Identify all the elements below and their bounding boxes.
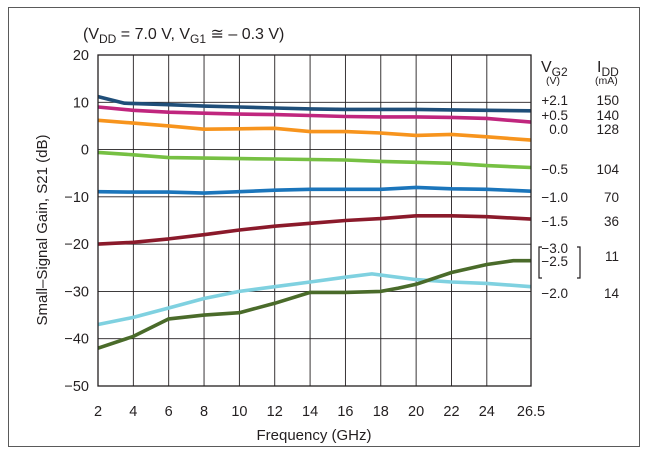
legend-vg2-value: 0.0: [549, 122, 568, 137]
legend-vg2-value: −0.5: [541, 162, 568, 177]
x-axis-label: Frequency (GHz): [256, 427, 371, 444]
x-tick-label: 10: [231, 404, 247, 420]
plot-border: [97, 54, 532, 387]
y-tick-label: −10: [64, 190, 89, 206]
cond-vdd-sub: DD: [99, 32, 117, 46]
legend-vg2-value: −2.0: [541, 286, 568, 301]
x-tick-label: 26.5: [517, 404, 545, 420]
y-tick-label: −40: [64, 332, 89, 348]
legend-idd-value: 36: [604, 214, 619, 229]
series-line-8: [97, 258, 531, 350]
x-tick-label: 8: [200, 404, 208, 420]
legend-idd-head: IDD: [597, 59, 619, 79]
series-line-1: [97, 94, 532, 113]
x-tick-label: 12: [267, 404, 283, 420]
x-tick-label: 14: [302, 404, 318, 420]
legend-rows: +2.1 150 +0.5 140 0.0 128 −0.5 104 −1.0 70 −1.5 36 −…: [541, 93, 619, 301]
y-tick-label: −30: [64, 284, 89, 300]
cond-vdd-value: = 7.0 V, V: [116, 26, 190, 43]
legend-vg2-value: −2.5: [541, 254, 568, 269]
legend-vg2-value: −1.5: [541, 214, 568, 229]
y-tick-label: 10: [73, 95, 89, 111]
y-axis-label: Small–Signal Gain, S21 (dB): [34, 135, 51, 326]
legend-idd-unit: (mA): [595, 75, 618, 87]
x-tick-labels: 2 4 6 8 10 12 14 16 18 20 22 24 26.5: [94, 404, 545, 420]
cond-vg1-sub: G1: [190, 32, 206, 46]
x-tick-label: 2: [94, 404, 102, 420]
legend-idd-value: 150: [596, 93, 619, 108]
bias-condition: (VDD = 7.0 V, VG1 ≅ – 0.3 V): [83, 26, 284, 46]
x-tick-label: 20: [408, 404, 424, 420]
series-line-6: [97, 214, 532, 246]
legend-idd-value: 140: [596, 108, 619, 123]
cond-prefix: (V: [83, 26, 99, 43]
x-tick-label: 4: [129, 404, 137, 420]
y-tick-label: −50: [64, 379, 89, 395]
y-tick-label: −20: [64, 237, 89, 253]
legend-idd-value: 11: [605, 249, 619, 264]
legend-idd-value: 14: [604, 286, 620, 301]
legend-idd-value: 128: [596, 122, 619, 137]
x-tick-label: 6: [165, 404, 173, 420]
legend-vg2-head: VG2: [541, 59, 568, 79]
legend-bracket-right: [577, 246, 581, 279]
x-tick-label: 18: [373, 404, 389, 420]
legend-vg2-unit: (V): [546, 75, 560, 87]
y-tick-label: 0: [81, 143, 89, 159]
x-tick-label: 22: [443, 404, 459, 420]
legend-bracket-left: [538, 246, 542, 279]
legend-vg2-value: +2.1: [541, 93, 568, 108]
legend-idd-value: 104: [596, 162, 619, 177]
series-line-4: [97, 150, 532, 170]
legend-vg2-value: −1.0: [541, 190, 568, 205]
series-group: [97, 94, 532, 350]
y-tick-label: 20: [73, 48, 89, 64]
y-tick-labels: 20 10 0 −10 −20 −30 −40 −50: [64, 48, 89, 395]
legend-vg2-value: −3.0: [541, 241, 568, 256]
legend-header: VG2 (V) IDD (mA): [541, 59, 619, 87]
chart-frame: (VDD = 7.0 V, VG1 ≅ – 0.3 V) 2 4 6 8 10 12 14 1…: [8, 7, 640, 447]
cond-vg1-value: ≅ – 0.3 V): [206, 26, 284, 43]
series-line-2: [97, 105, 532, 124]
gain-vs-frequency-chart: (VDD = 7.0 V, VG1 ≅ – 0.3 V) 2 4 6 8 10 12 14 1…: [34, 26, 619, 444]
legend-vg2-value: +0.5: [541, 108, 568, 123]
series-line-7: [97, 272, 532, 327]
x-tick-label: 16: [337, 404, 353, 420]
series-line-3: [97, 118, 532, 142]
legend-idd-value: 70: [604, 190, 619, 205]
series-line-5: [97, 185, 532, 195]
x-tick-label: 24: [479, 404, 495, 420]
